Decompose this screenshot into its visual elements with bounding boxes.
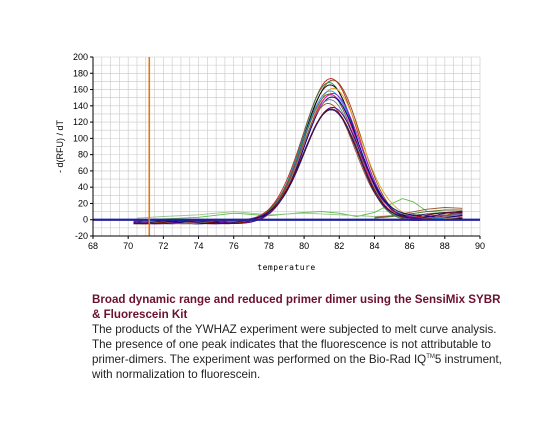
y-tick-label: 0 <box>83 215 88 225</box>
y-tick-label: 80 <box>78 150 88 160</box>
y-axis-label: - d(RFU) / dT <box>55 119 65 173</box>
melt-peak-series-line <box>133 96 463 225</box>
x-tick-label: 82 <box>334 241 344 251</box>
y-tick-label: 140 <box>73 101 88 111</box>
caption-body-text: The products of the YWHAZ experiment wer… <box>92 323 497 366</box>
x-tick-label: 70 <box>123 241 133 251</box>
y-tick-label: 180 <box>73 68 88 78</box>
y-tick-label: 160 <box>73 85 88 95</box>
baseline-series-line <box>374 207 463 218</box>
y-tick-label: 60 <box>78 166 88 176</box>
x-tick-label: 78 <box>264 241 274 251</box>
x-tick-label: 74 <box>194 241 204 251</box>
melt-peak-series-line <box>133 99 463 225</box>
baseline-series-line <box>136 211 463 219</box>
x-axis-label: temperature <box>257 263 315 272</box>
x-tick-label: 72 <box>158 241 168 251</box>
x-tick-label: 84 <box>369 241 379 251</box>
melt-peak-series-line <box>133 109 463 225</box>
chart-grid <box>92 56 481 237</box>
caption-title: Broad dynamic range and reduced primer d… <box>92 293 501 321</box>
y-tick-label: 100 <box>73 133 88 143</box>
x-tick-label: 80 <box>299 241 309 251</box>
y-tick-label: 40 <box>78 182 88 192</box>
trademark-mark: TM <box>426 354 435 361</box>
x-tick-label: 68 <box>88 241 98 251</box>
chart-axes <box>92 57 480 237</box>
x-tick-label: 90 <box>475 241 485 251</box>
x-tick-label: 76 <box>229 241 239 251</box>
chart-series <box>93 57 480 236</box>
y-tick-label: 120 <box>73 117 88 127</box>
x-tick-label: 86 <box>405 241 415 251</box>
y-tick-label: 200 <box>73 52 88 62</box>
caption-body-end: 5 instrument, with normalization to fluo… <box>92 353 502 381</box>
y-tick-label: -20 <box>75 231 88 241</box>
baseline-series-line <box>374 209 463 219</box>
caption-body: The products of the YWHAZ experiment wer… <box>92 322 512 382</box>
y-tick-label: 20 <box>78 198 88 208</box>
x-tick-label: 88 <box>440 241 450 251</box>
figure-caption: Broad dynamic range and reduced primer d… <box>92 292 512 382</box>
melt-curve-chart: -20 0 20 40 60 80 100 120 140 160 180 200 68 70 72 74 76… <box>55 52 485 272</box>
chart-ticks: -20 0 20 40 60 80 100 120 140 160 180 200 68 70 72 74 76… <box>73 52 485 251</box>
